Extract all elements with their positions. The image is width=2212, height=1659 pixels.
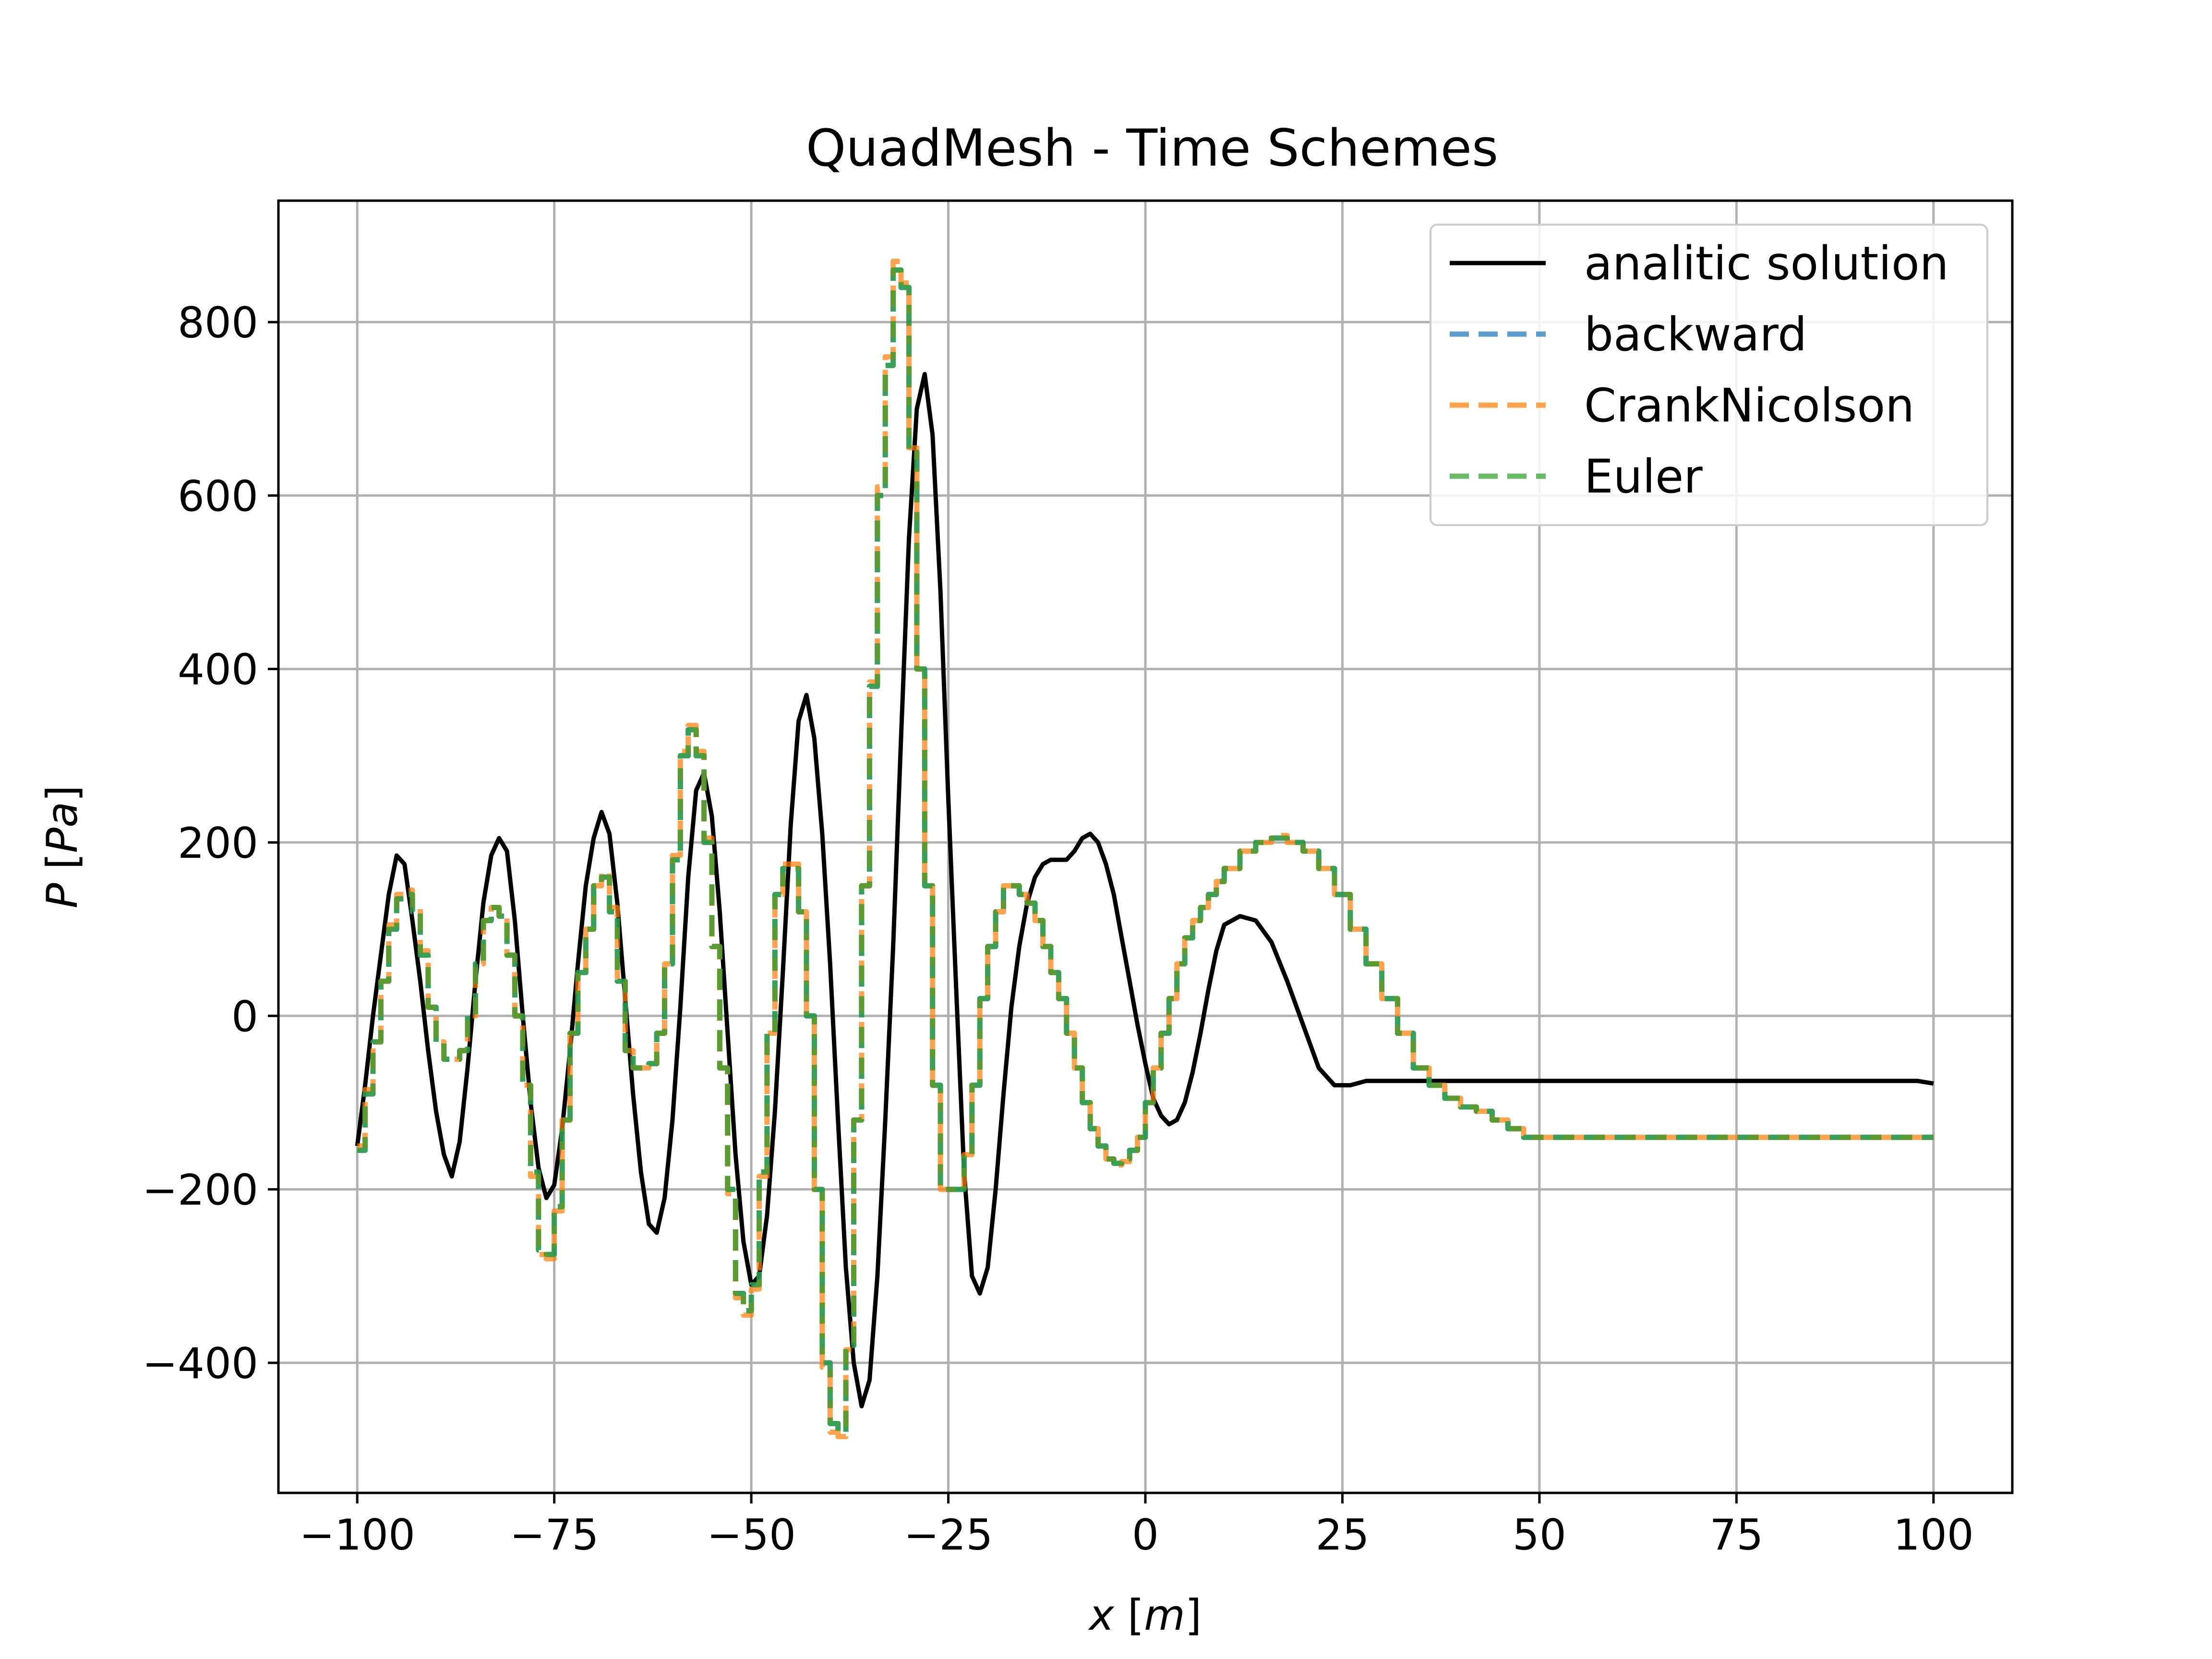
x-axis-ticks: −100 −75 −50 −25 0 25 50 75 100 [299, 1493, 1974, 1560]
x-tick-label: −25 [904, 1510, 993, 1560]
y-tick-label: −400 [142, 1339, 258, 1388]
x-tick-label: 50 [1513, 1510, 1566, 1560]
plot-series [355, 259, 1934, 1440]
y-axis-ticks: −400 −200 0 200 400 600 800 [142, 298, 278, 1388]
chart-title: QuadMesh - Time Schemes [806, 119, 1498, 178]
y-tick-label: 0 [231, 992, 258, 1041]
x-tick-label: −50 [707, 1510, 796, 1560]
x-tick-label: −75 [510, 1510, 599, 1560]
y-tick-label: 200 [178, 818, 258, 868]
y-tick-label: 800 [178, 298, 258, 348]
x-tick-label: 100 [1893, 1510, 1974, 1560]
y-axis-label: P [Pa] [37, 785, 87, 909]
legend: analitic solution backward CrankNicolson Eu… [1430, 224, 1988, 526]
y-tick-label: 600 [178, 471, 258, 521]
legend-box [1430, 224, 1988, 526]
x-axis-label: x [m] [1088, 1590, 1202, 1640]
legend-label: analitic solution [1584, 237, 1949, 290]
series-line-euler [357, 267, 1934, 1435]
x-tick-label: 75 [1709, 1510, 1763, 1560]
legend-label: Euler [1584, 450, 1703, 504]
y-tick-label: −200 [142, 1166, 258, 1215]
x-tick-label: 25 [1315, 1510, 1369, 1560]
grid [278, 201, 2012, 1493]
y-tick-label: 400 [178, 645, 258, 695]
x-tick-label: 0 [1132, 1510, 1159, 1560]
legend-label: CrankNicolson [1584, 379, 1914, 433]
x-tick-label: −100 [299, 1510, 415, 1560]
legend-label: backward [1584, 308, 1807, 361]
